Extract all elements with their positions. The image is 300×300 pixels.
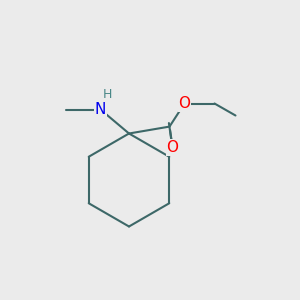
Text: N: N bbox=[95, 102, 106, 117]
Text: O: O bbox=[178, 96, 190, 111]
Text: O: O bbox=[167, 140, 178, 155]
Text: H: H bbox=[103, 88, 112, 101]
